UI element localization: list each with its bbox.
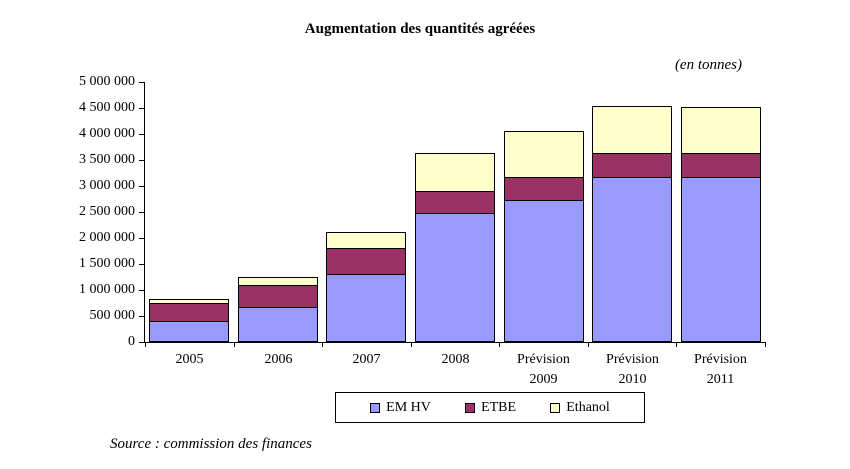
x-axis-label-line: 2009 xyxy=(529,372,558,387)
y-tick xyxy=(139,82,144,83)
y-tick-label: 2 000 000 xyxy=(79,230,135,245)
bar-2007 xyxy=(326,82,406,342)
source-note: Source : commission des finances xyxy=(110,436,312,452)
x-axis-label: Prévision 2009 xyxy=(499,350,588,390)
bar-2005 xyxy=(149,82,229,342)
bar-segment-em-hv xyxy=(504,200,584,342)
x-axis-label: 2005 xyxy=(145,350,234,370)
bar-segment-etbe xyxy=(238,285,318,308)
x-axis-label: 2008 xyxy=(411,350,500,370)
bar-segment-em-hv xyxy=(326,274,406,342)
x-axis-label-line: Prévision xyxy=(606,352,659,367)
bar-segment-em-hv xyxy=(592,177,672,342)
x-tick xyxy=(234,343,235,347)
legend: EM HV ETBE Ethanol xyxy=(335,392,645,423)
x-tick xyxy=(588,343,589,347)
unit-note: (en tonnes) xyxy=(674,57,742,73)
x-axis-label-line: Prévision xyxy=(517,352,570,367)
bar-segment-ethanol xyxy=(149,299,229,304)
y-tick xyxy=(139,316,144,317)
legend-item-etbe: ETBE xyxy=(465,400,516,416)
legend-swatch-icon xyxy=(370,402,381,413)
x-tick xyxy=(145,343,146,347)
y-tick-label: 0 xyxy=(128,334,135,349)
bar-segment-etbe xyxy=(326,248,406,275)
x-axis-label: Prévision 2011 xyxy=(676,350,765,390)
x-axis-label-line: 2006 xyxy=(264,352,293,367)
legend-swatch-icon xyxy=(550,402,561,413)
y-tick xyxy=(139,290,144,291)
x-axis-label-line: 2007 xyxy=(352,352,381,367)
bar-Prévision-2011 xyxy=(681,82,761,342)
y-tick-label: 3 500 000 xyxy=(79,152,135,167)
y-tick xyxy=(139,134,144,135)
legend-item-em-hv: EM HV xyxy=(370,400,431,416)
bar-segment-em-hv xyxy=(149,321,229,342)
bar-2008 xyxy=(415,82,495,342)
plot-area: 0 500 000 1 000 000 1 500 000 2 000 000 2 500… xyxy=(79,75,766,349)
y-tick-label: 3 000 000 xyxy=(79,178,135,193)
x-tick xyxy=(322,343,323,347)
x-tick xyxy=(676,343,677,347)
legend-item-ethanol: Ethanol xyxy=(550,400,610,416)
y-tick xyxy=(139,342,144,343)
y-tick-label: 5 000 000 xyxy=(79,74,135,89)
bar-segment-etbe xyxy=(415,191,495,214)
bar-Prévision-2010 xyxy=(592,82,672,342)
x-axis-label: 2006 xyxy=(234,350,323,370)
x-tick xyxy=(765,343,766,347)
y-tick-label: 1 000 000 xyxy=(79,282,135,297)
y-tick xyxy=(139,264,144,265)
y-tick-label: 500 000 xyxy=(89,308,136,323)
x-axis-label-line: 2008 xyxy=(441,352,470,367)
y-tick-label: 4 500 000 xyxy=(79,100,135,115)
y-tick xyxy=(139,238,144,239)
x-axis-label-line: 2005 xyxy=(175,352,204,367)
bar-segment-etbe xyxy=(504,177,584,201)
bar-segment-em-hv xyxy=(681,177,761,342)
y-tick xyxy=(139,108,144,109)
y-tick xyxy=(139,212,144,213)
legend-label: Ethanol xyxy=(566,399,610,415)
x-axis-labels: 2005 2006 2007 2008 Prévision 2009 Prévision 20… xyxy=(145,350,765,392)
bar-segment-ethanol xyxy=(504,131,584,178)
y-axis-line xyxy=(144,82,145,343)
bar-segment-ethanol xyxy=(681,107,761,154)
x-tick xyxy=(411,343,412,347)
x-axis-label-line: 2010 xyxy=(618,372,647,387)
bar-segment-ethanol xyxy=(326,232,406,249)
bar-segment-ethanol xyxy=(592,106,672,154)
bar-segment-em-hv xyxy=(415,213,495,342)
legend-swatch-icon xyxy=(465,402,476,413)
x-tick xyxy=(499,343,500,347)
x-axis-line xyxy=(139,342,766,343)
bar-2006 xyxy=(238,82,318,342)
y-tick-label: 2 500 000 xyxy=(79,204,135,219)
bar-segment-ethanol xyxy=(238,277,318,286)
bar-segment-etbe xyxy=(149,303,229,322)
bar-segment-etbe xyxy=(681,153,761,178)
y-tick xyxy=(139,186,144,187)
y-tick-label: 1 500 000 xyxy=(79,256,135,271)
bar-segment-etbe xyxy=(592,153,672,178)
y-tick xyxy=(139,160,144,161)
bar-Prévision-2009 xyxy=(504,82,584,342)
x-axis-label: Prévision 2010 xyxy=(588,350,677,390)
y-tick-label: 4 000 000 xyxy=(79,126,135,141)
x-axis-label-line: 2011 xyxy=(706,372,735,387)
legend-label: ETBE xyxy=(481,399,517,415)
x-axis-label: 2007 xyxy=(322,350,411,370)
x-axis-label-line: Prévision xyxy=(694,352,747,367)
chart-title: Augmentation des quantités agréées xyxy=(304,21,536,37)
bar-segment-em-hv xyxy=(238,307,318,342)
bar-segment-ethanol xyxy=(415,153,495,192)
legend-label: EM HV xyxy=(386,399,431,415)
